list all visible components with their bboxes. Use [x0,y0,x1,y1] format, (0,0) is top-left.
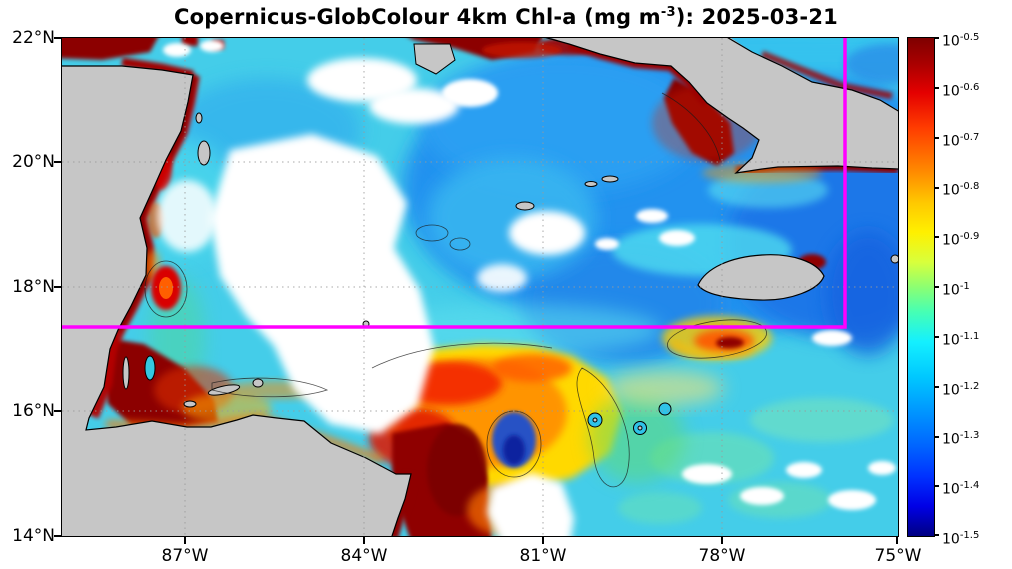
colorbar-tick [934,534,939,536]
y-axis-tick [54,161,61,163]
colorbar-tick-label: 10-0.7 [942,132,980,150]
colorbar-tick [934,137,939,139]
colorbar-tick-label: 10-0.6 [942,82,980,100]
colorbar-tick-label: 10-1.4 [942,480,980,498]
colorbar-tick-label: 10-0.5 [942,32,980,50]
colorbar-tick [934,37,939,39]
title-exponent: -3 [660,5,676,20]
colorbar-tick-label: 10-0.8 [942,181,980,199]
cloud-main [210,134,434,434]
colorbar-tick-label: 10-1 [942,281,970,299]
colorbar-tick-label: 10-1.3 [942,430,980,448]
chl-contour-layer [144,92,767,488]
x-tick-label: 75°W [874,546,922,566]
colorbar-tick [934,236,939,238]
title-prefix: Copernicus-GlobColour 4km Chl-a (mg m [174,5,661,29]
land-roatan [207,384,241,396]
x-tick-label: 81°W [519,546,567,566]
x-tick-label: 78°W [698,546,746,566]
x-axis-tick [542,537,544,544]
page-title: Copernicus-GlobColour 4km Chl-a (mg m-3)… [0,5,1012,29]
coastline-cuba-north [724,35,901,113]
x-axis-tick [184,537,186,544]
land-grand-cayman [515,201,535,211]
coastline-cuba-south [539,35,901,174]
y-axis-tick [54,286,61,288]
colorbar [907,37,935,537]
land-layer [56,34,902,543]
y-tick-label: 16°N [12,401,55,421]
y-axis-tick [54,535,61,537]
colorbar-tick [934,87,939,89]
colorbar-tick [934,386,939,388]
colorbar-tick-label: 10-1.5 [942,530,980,548]
y-tick-label: 22°N [12,28,55,48]
x-axis-tick [896,537,898,544]
colorbar-tick-label: 10-1.1 [942,331,980,349]
colorbar-tick [934,286,939,288]
land-yucatan-central-america [56,66,411,542]
x-tick-label: 87°W [161,546,209,566]
graticule-layer [62,38,898,536]
cloud-no-data-layer [157,40,896,544]
land-cozumel [197,140,211,166]
colorbar-tick [934,485,939,487]
chl-northwest-corner [54,30,162,60]
land-cuba [540,34,902,173]
map-plot-area [54,30,962,544]
colorbar-tick [934,336,939,338]
transect-line [62,38,847,329]
y-axis-tick [54,410,61,412]
land-jamaica [697,254,825,301]
y-tick-label: 18°N [12,277,55,297]
title-suffix: ): 2025-03-21 [675,5,838,29]
y-tick-label: 20°N [12,152,55,172]
land-cayman-brac [601,175,619,183]
x-tick-label: 84°W [340,546,388,566]
y-tick-label: 14°N [12,526,55,546]
map-svg [54,30,962,544]
x-axis-tick [721,537,723,544]
coastline-yucatan [56,65,412,543]
colorbar-tick-label: 10-0.9 [942,231,980,249]
land-navassa [890,254,900,264]
colorbar-tick [934,436,939,438]
colorbar-tick-label: 10-1.2 [942,381,980,399]
land-isla-juventud [413,43,456,75]
colorbar-tick [934,187,939,189]
y-axis-tick [54,37,61,39]
cay-ring [658,402,672,416]
x-axis-tick [363,537,365,544]
